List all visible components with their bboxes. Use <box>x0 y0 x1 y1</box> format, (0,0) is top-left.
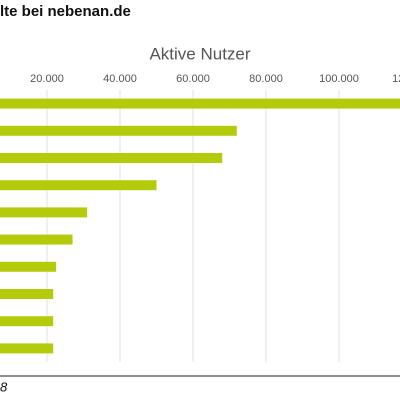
bar <box>0 234 73 245</box>
bar <box>0 207 88 218</box>
footnote: 8 <box>0 379 8 394</box>
bar <box>0 98 400 109</box>
bar <box>0 316 54 327</box>
x-tick-label: 40.000 <box>103 73 137 85</box>
x-tick-label: 80.000 <box>249 73 283 85</box>
chart-subtitle: Aktive Nutzer <box>149 44 250 63</box>
x-tick-label: 60.000 <box>176 73 210 85</box>
bar <box>0 261 57 272</box>
bar <box>0 343 54 354</box>
bar <box>0 289 54 299</box>
x-tick-label: 20.000 <box>30 73 64 85</box>
bar <box>0 125 237 136</box>
x-tick-label: 120.000 <box>392 73 400 85</box>
bar <box>0 180 157 191</box>
x-tick-label: 100.000 <box>319 73 359 85</box>
bar <box>0 153 223 163</box>
chart-title: lte bei nebenan.de <box>0 3 131 20</box>
